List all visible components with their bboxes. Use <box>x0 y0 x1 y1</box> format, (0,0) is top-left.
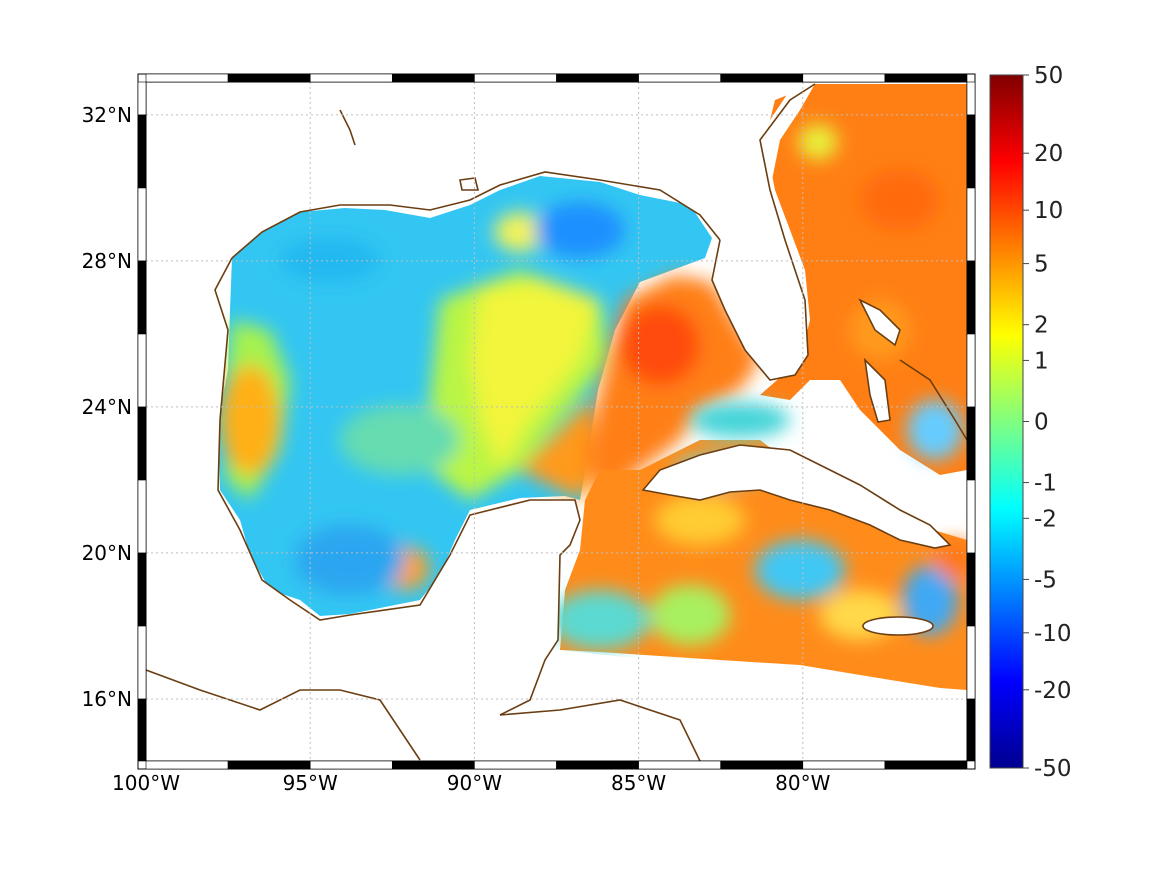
frame-segment <box>638 760 721 770</box>
frame-segment <box>309 73 393 83</box>
frame-segment <box>137 260 147 335</box>
frame-segment <box>966 552 976 627</box>
latitude-tick-labels: 32°N 28°N 24°N 20°N 16°N <box>82 103 132 711</box>
colorbar-tick-label: -10 <box>1034 621 1072 647</box>
lat-tick-label: 28°N <box>82 249 132 273</box>
frame-segment <box>474 73 557 83</box>
frame-segment <box>966 698 976 762</box>
frame-segment <box>145 760 229 770</box>
colorbar-tick-label: -2 <box>1034 506 1057 532</box>
colorbar-tick-label: 2 <box>1034 313 1049 339</box>
frame-segment <box>884 73 968 83</box>
lat-tick-label: 24°N <box>82 395 132 419</box>
frame-segment <box>720 760 804 770</box>
frame-segment <box>720 73 804 83</box>
coastlines <box>146 83 967 761</box>
frame-segment <box>309 760 393 770</box>
lat-tick-label: 20°N <box>82 541 132 565</box>
lat-tick-label: 16°N <box>82 687 132 711</box>
frame-segment <box>137 552 147 627</box>
frame-segment <box>137 81 147 116</box>
lon-tick-label: 90°W <box>447 771 502 795</box>
frame-segment <box>145 73 229 83</box>
lat-tick-label: 32°N <box>82 103 132 127</box>
frame-segment <box>137 479 147 554</box>
colorbar-tick-label: -1 <box>1034 471 1057 497</box>
colorbar-tick-label: 1 <box>1034 348 1049 374</box>
colorbar-tick-label: 10 <box>1034 198 1063 224</box>
frame-segment <box>966 187 976 262</box>
frame-segment <box>474 760 557 770</box>
frame-segment <box>966 625 976 700</box>
frame-segment <box>137 114 147 189</box>
frame-segment <box>966 260 976 335</box>
lon-tick-label: 100°W <box>112 771 180 795</box>
frame-segment <box>638 73 721 83</box>
colorbar-tick-label: -50 <box>1034 756 1072 782</box>
frame-segment <box>966 479 976 554</box>
frame-segment <box>137 406 147 481</box>
colorbar-tick-label: 0 <box>1034 410 1049 436</box>
colorbar-tick-label: -20 <box>1034 678 1072 704</box>
frame-segment <box>802 73 886 83</box>
colorbar <box>989 74 1024 769</box>
frame-segment <box>966 406 976 481</box>
lon-tick-label: 95°W <box>283 771 338 795</box>
lon-tick-label: 85°W <box>611 771 666 795</box>
colorbar-tick-label: 50 <box>1034 63 1063 89</box>
longitude-tick-labels: 100°W 95°W 90°W 85°W 80°W <box>112 771 831 795</box>
frame-segment <box>802 760 886 770</box>
frame-segment <box>884 760 968 770</box>
colorbar-tick-label: 5 <box>1034 252 1049 278</box>
colorbar-tick-label: -5 <box>1034 567 1057 593</box>
frame-segment <box>137 333 147 408</box>
frame-segment <box>137 698 147 762</box>
frame-segment <box>966 81 976 116</box>
map-gridlines <box>146 82 967 761</box>
land-mask <box>146 82 967 761</box>
frame-segment <box>137 187 147 262</box>
frame-segment <box>391 73 475 83</box>
frame-segment <box>391 760 475 770</box>
frame-segment <box>227 760 311 770</box>
frame-segment <box>966 333 976 408</box>
frame-segment <box>556 760 639 770</box>
frame-segment <box>556 73 639 83</box>
frame-segment <box>137 625 147 700</box>
frame-segment <box>227 73 311 83</box>
lon-tick-label: 80°W <box>775 771 830 795</box>
map-frame <box>137 73 976 770</box>
data-field <box>218 84 967 690</box>
colorbar-tick-label: 20 <box>1034 141 1063 167</box>
frame-segment <box>966 114 976 189</box>
